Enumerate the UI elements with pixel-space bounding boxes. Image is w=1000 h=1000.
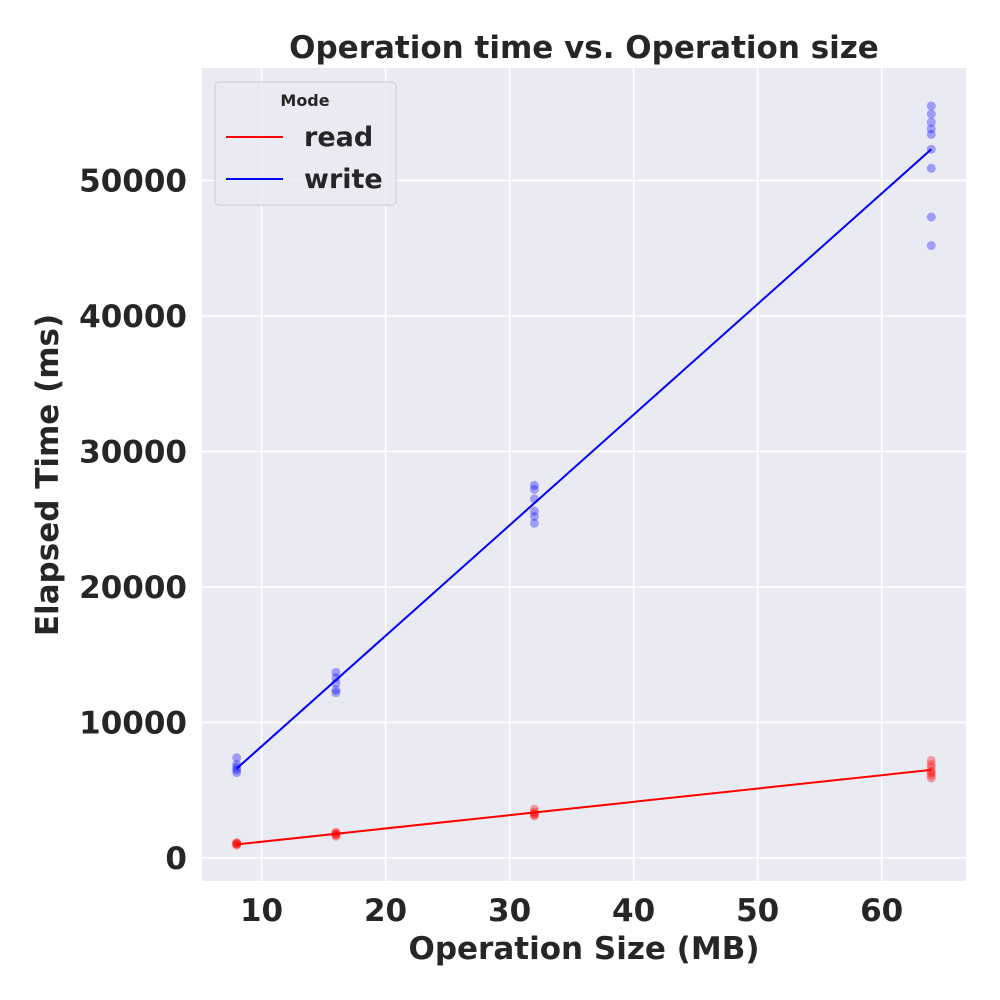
read-point (529, 807, 539, 817)
write-point (331, 673, 341, 683)
x-tick-label: 50 (736, 893, 779, 929)
legend-items: read write (226, 122, 383, 195)
read-fit-line (236, 768, 932, 846)
write-point (232, 759, 242, 769)
legend-label-write: write (304, 164, 383, 195)
y-tick-label: 0 (165, 841, 187, 877)
y-tick-label: 20000 (79, 570, 187, 606)
read-point (232, 839, 242, 849)
legend-box (214, 81, 397, 206)
y-tick-label: 30000 (79, 434, 187, 470)
write-point (529, 484, 539, 494)
write-point (232, 768, 242, 778)
x-tick-label: 40 (612, 893, 655, 929)
write-point (331, 678, 341, 688)
data-points (232, 101, 936, 850)
write-point (926, 124, 936, 134)
write-point (926, 101, 936, 111)
write-point (529, 518, 539, 528)
fit-lines (236, 148, 932, 846)
write-point (331, 685, 341, 695)
x-tick-label: 30 (488, 893, 531, 929)
read-point (926, 759, 936, 769)
read-point (529, 811, 539, 821)
write-point (331, 688, 341, 698)
write-point (926, 212, 936, 222)
y-tick-labels: 0 10000 20000 30000 40000 50000 (79, 163, 187, 877)
write-point (926, 241, 936, 251)
x-tick-labels: 10 20 30 40 50 60 (240, 893, 903, 929)
y-tick-label: 40000 (79, 299, 187, 335)
write-point (529, 494, 539, 504)
read-point (926, 766, 936, 776)
legend-label-read: read (304, 122, 373, 153)
chart-title: Operation time vs. Operation size (289, 30, 879, 66)
write-point (529, 506, 539, 516)
read-point (331, 830, 341, 840)
write-point (529, 512, 539, 522)
read-point (331, 827, 341, 837)
write-point (926, 144, 936, 154)
write-fit-line (236, 148, 932, 770)
read-point (529, 810, 539, 820)
x-tick-label: 20 (364, 893, 407, 929)
read-point (926, 770, 936, 780)
read-point (926, 773, 936, 783)
read-point (331, 828, 341, 838)
x-tick-label: 60 (860, 893, 903, 929)
x-tick-label: 10 (240, 893, 283, 929)
y-tick-label: 10000 (79, 705, 187, 741)
write-point (926, 109, 936, 119)
x-axis-label: Operation Size (MB) (408, 931, 759, 967)
read-point (232, 838, 242, 848)
read-point (926, 762, 936, 772)
write-point (232, 765, 242, 775)
read-point (232, 839, 242, 849)
write-point (926, 163, 936, 173)
write-point (926, 129, 936, 139)
read-point (232, 840, 242, 850)
read-point (529, 809, 539, 819)
read-point (529, 804, 539, 814)
read-point (926, 768, 936, 778)
write-point (232, 753, 242, 763)
read-point (926, 755, 936, 765)
grid (202, 68, 966, 881)
write-point (331, 667, 341, 677)
write-point (926, 117, 936, 127)
write-point (529, 480, 539, 490)
read-point (331, 829, 341, 839)
y-axis-label: Elapsed Time (ms) (30, 314, 66, 636)
legend-title: Mode (280, 91, 329, 110)
y-tick-label: 50000 (79, 163, 187, 199)
read-point (331, 831, 341, 841)
write-point (232, 762, 242, 772)
read-point (232, 838, 242, 848)
legend: Mode read write (214, 81, 397, 206)
